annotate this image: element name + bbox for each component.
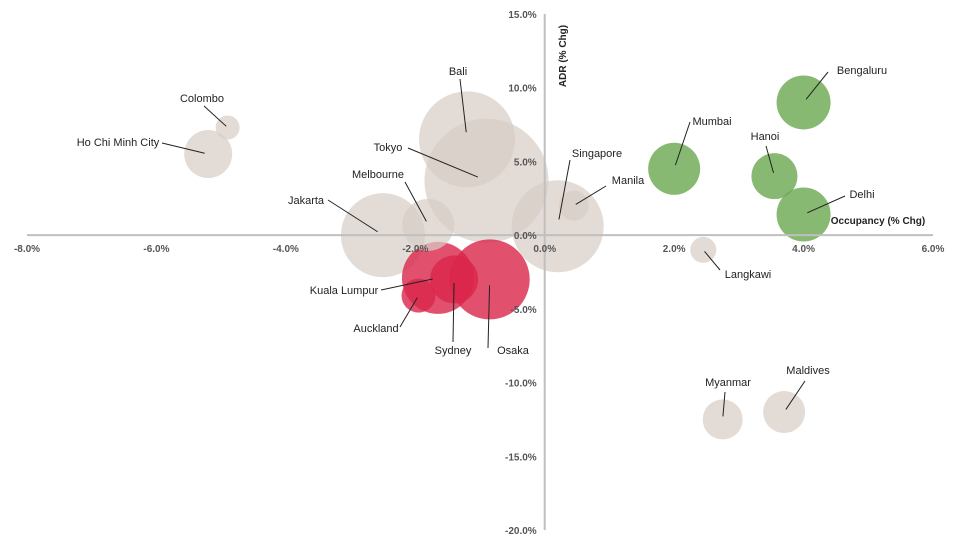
x-tick-label: 6.0% xyxy=(922,244,945,255)
x-tick-label: -2.0% xyxy=(402,244,428,255)
label-bengaluru: Bengaluru xyxy=(837,65,887,77)
bubble-manila xyxy=(558,190,589,221)
leader-maldives xyxy=(785,380,806,410)
bubble-bali xyxy=(419,91,516,188)
x-tick-label: -8.0% xyxy=(14,244,40,255)
label-ho-chi-minh-city: Ho Chi Minh City xyxy=(77,137,160,149)
label-mumbai: Mumbai xyxy=(692,116,731,128)
y-tick-label: 15.0% xyxy=(508,10,536,21)
y-tick-label: 5.0% xyxy=(514,157,537,168)
y-tick-label: 0.0% xyxy=(514,231,537,242)
bubble-maldives xyxy=(763,391,806,434)
leader-ho-chi-minh-city xyxy=(161,142,205,154)
y-axis-label: ADR (% Chg) xyxy=(558,25,569,87)
x-tick-label: -4.0% xyxy=(273,244,299,255)
point-labels-layer: Colombo Ho Chi Minh City Bali Tokyo Melbourn… xyxy=(77,65,887,389)
label-maldives: Maldives xyxy=(786,365,830,377)
y-tick-label: -10.0% xyxy=(505,379,537,390)
leader-tokyo xyxy=(407,147,479,178)
leader-hanoi xyxy=(765,145,775,173)
bubble-colombo xyxy=(215,115,240,140)
label-tokyo: Tokyo xyxy=(374,142,403,154)
bubble-langkawi xyxy=(690,236,717,263)
leader-kuala-lumpur xyxy=(380,278,433,291)
bubble-myanmar xyxy=(702,399,743,440)
label-auckland: Auckland xyxy=(353,323,398,335)
label-singapore: Singapore xyxy=(572,148,622,160)
label-bali: Bali xyxy=(449,66,467,78)
label-sydney: Sydney xyxy=(435,345,472,357)
y-tick-label: -5.0% xyxy=(511,305,537,316)
label-myanmar: Myanmar xyxy=(705,377,751,389)
leader-colombo xyxy=(203,105,227,127)
leader-sydney xyxy=(452,282,455,343)
bubble-singapore xyxy=(511,180,604,273)
bubble-bengaluru xyxy=(776,75,831,130)
leader-delhi xyxy=(807,195,846,214)
bubble-delhi xyxy=(776,187,831,242)
y-tick-label: -20.0% xyxy=(505,526,537,537)
leader-bali xyxy=(459,78,467,133)
leader-manila xyxy=(575,185,607,205)
x-tick-label: 0.0% xyxy=(533,244,556,255)
x-axis-label: Occupancy (% Chg) xyxy=(831,216,925,227)
bubble-auckland xyxy=(401,278,436,313)
y-tick-label: 10.0% xyxy=(508,84,536,95)
x-tick-label: 4.0% xyxy=(792,244,815,255)
x-tick-label: 2.0% xyxy=(663,244,686,255)
leader-auckland xyxy=(399,297,418,328)
leader-singapore xyxy=(558,159,571,220)
bubble-mumbai xyxy=(648,142,701,195)
label-manila: Manila xyxy=(612,175,645,187)
y-tick-label: -15.0% xyxy=(505,452,537,463)
label-colombo: Colombo xyxy=(180,93,224,105)
label-melbourne: Melbourne xyxy=(352,169,404,181)
axes-layer: -8.0% -6.0% -4.0% -2.0% 0.0% 2.0% 4.0% 6.0% 15.0… xyxy=(14,10,945,537)
x-tick-label: -6.0% xyxy=(143,244,169,255)
leader-jakarta xyxy=(327,199,378,233)
leader-myanmar xyxy=(722,391,726,417)
leader-osaka xyxy=(487,285,491,349)
leader-mumbai xyxy=(674,121,691,166)
bubble-ho-chi-minh-city xyxy=(184,130,233,179)
leader-melbourne xyxy=(404,181,427,222)
leader-bengaluru xyxy=(805,71,829,100)
bubble-hanoi xyxy=(751,153,798,200)
bubble-melbourne xyxy=(402,198,455,251)
label-langkawi: Langkawi xyxy=(725,269,771,281)
label-hanoi: Hanoi xyxy=(751,131,780,143)
leader-langkawi xyxy=(704,251,721,271)
label-kuala-lumpur: Kuala Lumpur xyxy=(310,285,379,297)
leader-lines-layer xyxy=(161,71,846,417)
bubble-sydney xyxy=(430,255,479,304)
label-osaka: Osaka xyxy=(497,345,530,357)
label-delhi: Delhi xyxy=(849,189,874,201)
label-jakarta: Jakarta xyxy=(288,195,325,207)
bubble-osaka xyxy=(449,239,530,320)
